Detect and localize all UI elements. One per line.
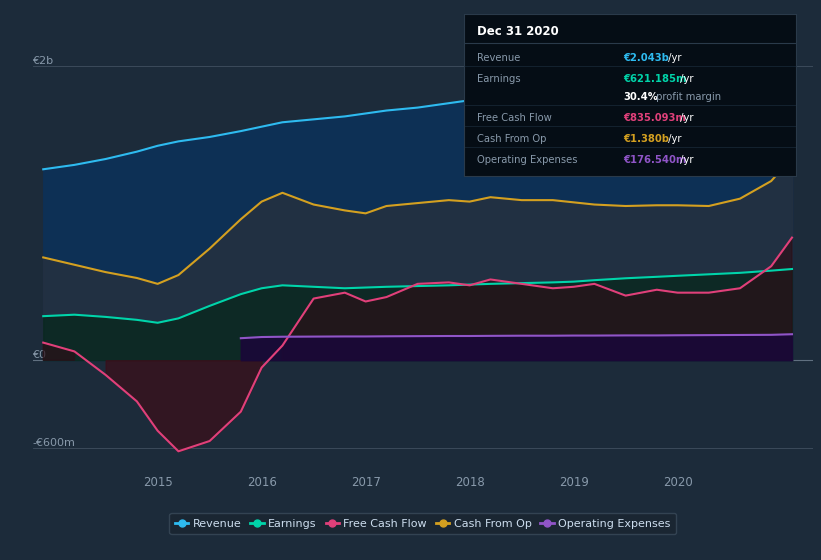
Text: 30.4%: 30.4% (623, 92, 658, 102)
Text: €1.380b: €1.380b (623, 134, 669, 144)
Text: /yr: /yr (677, 113, 694, 123)
Text: Revenue: Revenue (477, 53, 521, 63)
Text: €621.185m: €621.185m (623, 74, 687, 84)
Text: /yr: /yr (665, 134, 682, 144)
Text: Free Cash Flow: Free Cash Flow (477, 113, 552, 123)
Legend: Revenue, Earnings, Free Cash Flow, Cash From Op, Operating Expenses: Revenue, Earnings, Free Cash Flow, Cash … (169, 513, 677, 534)
Text: Dec 31 2020: Dec 31 2020 (477, 25, 559, 39)
Text: €2b: €2b (32, 57, 53, 67)
Text: -€600m: -€600m (32, 438, 75, 449)
Text: €2.043b: €2.043b (623, 53, 669, 63)
Text: /yr: /yr (677, 155, 694, 165)
Text: /yr: /yr (665, 53, 682, 63)
Text: €0: €0 (32, 350, 46, 360)
Text: €835.093m: €835.093m (623, 113, 686, 123)
Text: Cash From Op: Cash From Op (477, 134, 547, 144)
Text: Earnings: Earnings (477, 74, 521, 84)
Text: Operating Expenses: Operating Expenses (477, 155, 578, 165)
Text: profit margin: profit margin (654, 92, 722, 102)
Text: €176.540m: €176.540m (623, 155, 687, 165)
Text: /yr: /yr (677, 74, 694, 84)
